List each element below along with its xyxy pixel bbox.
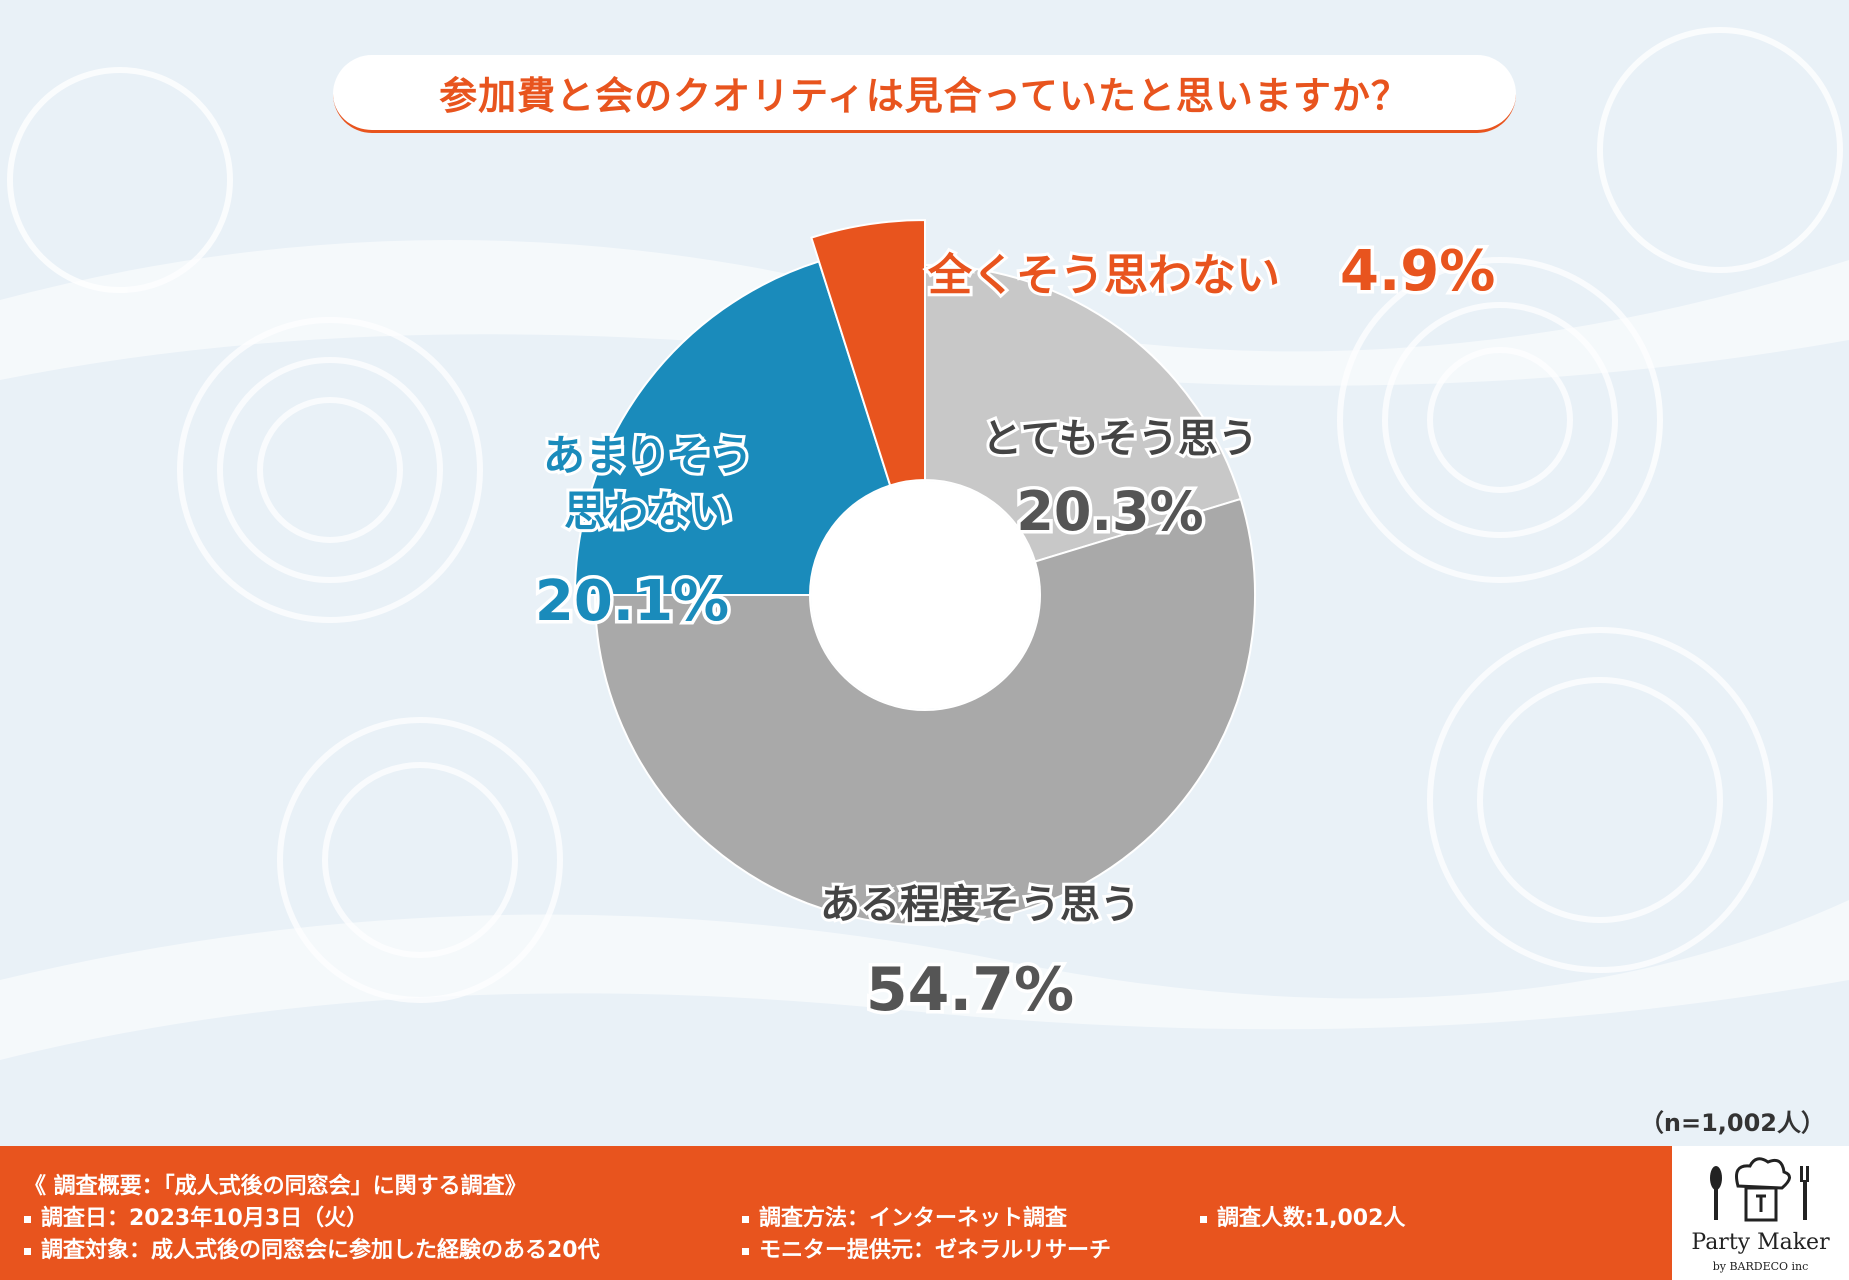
survey-date: 調査日：2023年10月3日（火） xyxy=(41,1206,369,1231)
survey-provider: モニター提供元：ゼネラルリサーチ xyxy=(759,1238,1112,1263)
category-label: 思わない xyxy=(564,487,732,536)
category-label: とてもそう思う xyxy=(982,416,1258,462)
survey-provider-line: モニター提供元：ゼネラルリサーチ xyxy=(742,1232,1111,1264)
slice-label-3: 全くそう思わない xyxy=(924,247,1283,304)
sample-size-note: （n=1,002人） xyxy=(1639,1109,1825,1137)
value-label-3: 4.9% xyxy=(1340,239,1495,304)
slice-1 xyxy=(593,497,1256,926)
category-label: 全くそう思わない xyxy=(927,250,1280,301)
logo-sub: by BARDECO inc xyxy=(1712,1260,1809,1273)
survey-count-line: 調査人数:1,002人 xyxy=(1200,1200,1405,1232)
survey-method-line: 調査方法：インターネット調査 xyxy=(742,1200,1067,1232)
slice-3 xyxy=(810,218,926,487)
leader-line xyxy=(863,259,892,326)
chef-hat-icon xyxy=(1710,1157,1809,1222)
category-label: ある程度そう思う xyxy=(820,882,1140,928)
question-title: 参加費と会のクオリティは見合っていたと思いますか？ xyxy=(439,74,1410,118)
party-maker-logo: Party Maker by BARDECO inc xyxy=(1672,1146,1849,1280)
category-label: あまりそう xyxy=(543,431,753,480)
logo-name: Party Maker xyxy=(1691,1230,1830,1255)
question-title-box: 参加費と会のクオリティは見合っていたと思いますか？ xyxy=(333,55,1516,133)
slice-label-0: とてもそう思う xyxy=(979,413,1261,465)
survey-method: 調査方法：インターネット調査 xyxy=(759,1206,1068,1231)
survey-date-line: 調査日：2023年10月3日（火） xyxy=(24,1200,368,1232)
donut-hole xyxy=(811,481,1039,709)
value-label-0: 20.3% xyxy=(1016,480,1203,543)
survey-target-line: 調査対象：成人式後の同窓会に参加した経験のある20代 xyxy=(24,1232,600,1264)
value-label-1: 54.7% xyxy=(866,955,1074,1025)
value-label-2: 20.1% xyxy=(535,569,729,634)
survey-heading: 《 調査概要：「成人式後の同窓会」に関する調査》 xyxy=(24,1174,527,1199)
slice-2 xyxy=(573,260,892,596)
survey-count: 調査人数:1,002人 xyxy=(1217,1206,1406,1231)
survey-summary-footer: 《 調査概要：「成人式後の同窓会」に関する調査》 調査日：2023年10月3日（… xyxy=(0,1146,1849,1280)
slice-label-1: ある程度そう思う xyxy=(817,879,1143,931)
slice-0 xyxy=(924,263,1242,563)
survey-target: 調査対象：成人式後の同窓会に参加した経験のある20代 xyxy=(41,1238,600,1263)
